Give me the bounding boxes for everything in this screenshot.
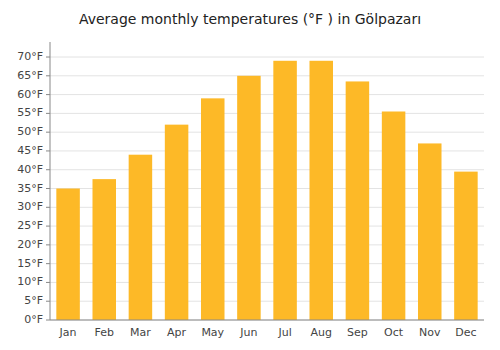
y-tick [46,188,50,189]
title: Average monthly temperatures (°F ) in Gö… [79,11,421,27]
grid-line [50,320,484,321]
x-tick-label: Feb [95,326,114,339]
y-tick [46,132,50,133]
y-tick-label: 55°F [17,106,43,119]
bar [309,61,333,320]
x-tick-label: May [201,326,224,339]
bar [201,98,225,320]
bar [165,125,189,320]
y-tick-label: 65°F [17,69,43,82]
y-tick-label: 60°F [17,88,43,101]
grid-line [50,113,484,114]
y-tick [46,263,50,264]
chart-container: 0°F 5°F 10°F 15°F 20°F 25°F 30°F 35°F 40°F 45°F 50… [0,0,500,350]
y-tick-label: 0°F [24,313,43,326]
bar [129,155,153,320]
y-tick-label: 15°F [17,257,43,270]
y-axis-line [50,42,51,320]
y-tick-label: 45°F [17,144,43,157]
x-tick-label: Apr [167,326,187,339]
bar [418,143,442,320]
bar [454,172,478,320]
chart: 0°F 5°F 10°F 15°F 20°F 25°F 30°F 35°F 40°F 45°F 50… [0,0,500,350]
bar [92,179,116,320]
y-tick [46,57,50,58]
x-axis-line [50,320,484,321]
y-tick [46,75,50,76]
y-tick-label: 5°F [24,294,43,307]
y-tick-label: 25°F [17,219,43,232]
y-tick [46,169,50,170]
grid [50,57,484,320]
x-tick-label: Jun [239,326,257,339]
bar [346,81,370,320]
y-tick-label: 40°F [17,163,43,176]
x-axis: Jan Feb Mar Apr May Jun Jul Aug Sep Oct Nov Dec [50,320,484,339]
x-tick-label: Oct [384,326,404,339]
y-tick-label: 20°F [17,238,43,251]
y-tick [46,320,50,321]
y-tick-label: 50°F [17,125,43,138]
grid-line [50,132,484,133]
x-tick-label: Mar [130,326,151,339]
bar [56,189,80,320]
x-tick-label: Jan [59,326,77,339]
bar [273,61,297,320]
y-tick [46,207,50,208]
y-tick [46,226,50,227]
y-tick-label: 10°F [17,275,43,288]
x-tick-label: Nov [419,326,441,339]
x-tick-label: Aug [311,326,332,339]
bars [56,61,477,320]
y-tick [46,301,50,302]
y-tick [46,94,50,95]
bar [237,76,261,320]
y-tick [46,113,50,114]
x-tick-label: Jul [277,326,291,339]
y-tick [46,244,50,245]
grid-line [50,57,484,58]
y-tick-label: 30°F [17,200,43,213]
x-tick-label: Sep [347,326,368,339]
grid-line [50,75,484,76]
y-tick-label: 70°F [17,50,43,63]
x-tick-label: Dec [455,326,476,339]
y-tick [46,282,50,283]
y-tick [46,150,50,151]
bar [382,112,406,321]
grid-line [50,94,484,95]
y-tick-label: 35°F [17,182,43,195]
y-axis: 0°F 5°F 10°F 15°F 20°F 25°F 30°F 35°F 40°F 45°F 50… [17,42,50,326]
